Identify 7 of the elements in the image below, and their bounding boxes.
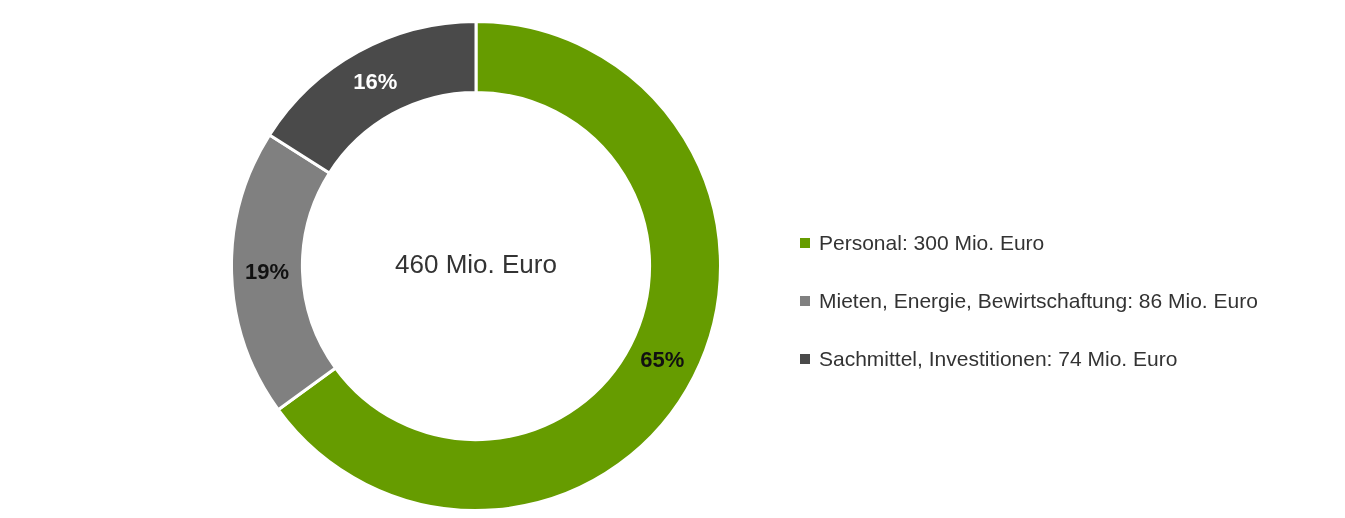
data-label: 65% bbox=[640, 346, 685, 372]
legend-label: Personal: 300 Mio. Euro bbox=[819, 231, 1045, 255]
data-label: 19% bbox=[245, 258, 290, 284]
legend-label: Sachmittel, Investitionen: 74 Mio. Euro bbox=[819, 347, 1178, 371]
legend-label: Mieten, Energie, Bewirtschaftung: 86 Mio. Euro bbox=[819, 289, 1258, 313]
text: 460 Mio. Euro bbox=[395, 249, 557, 280]
data-label: 16% bbox=[353, 68, 398, 94]
